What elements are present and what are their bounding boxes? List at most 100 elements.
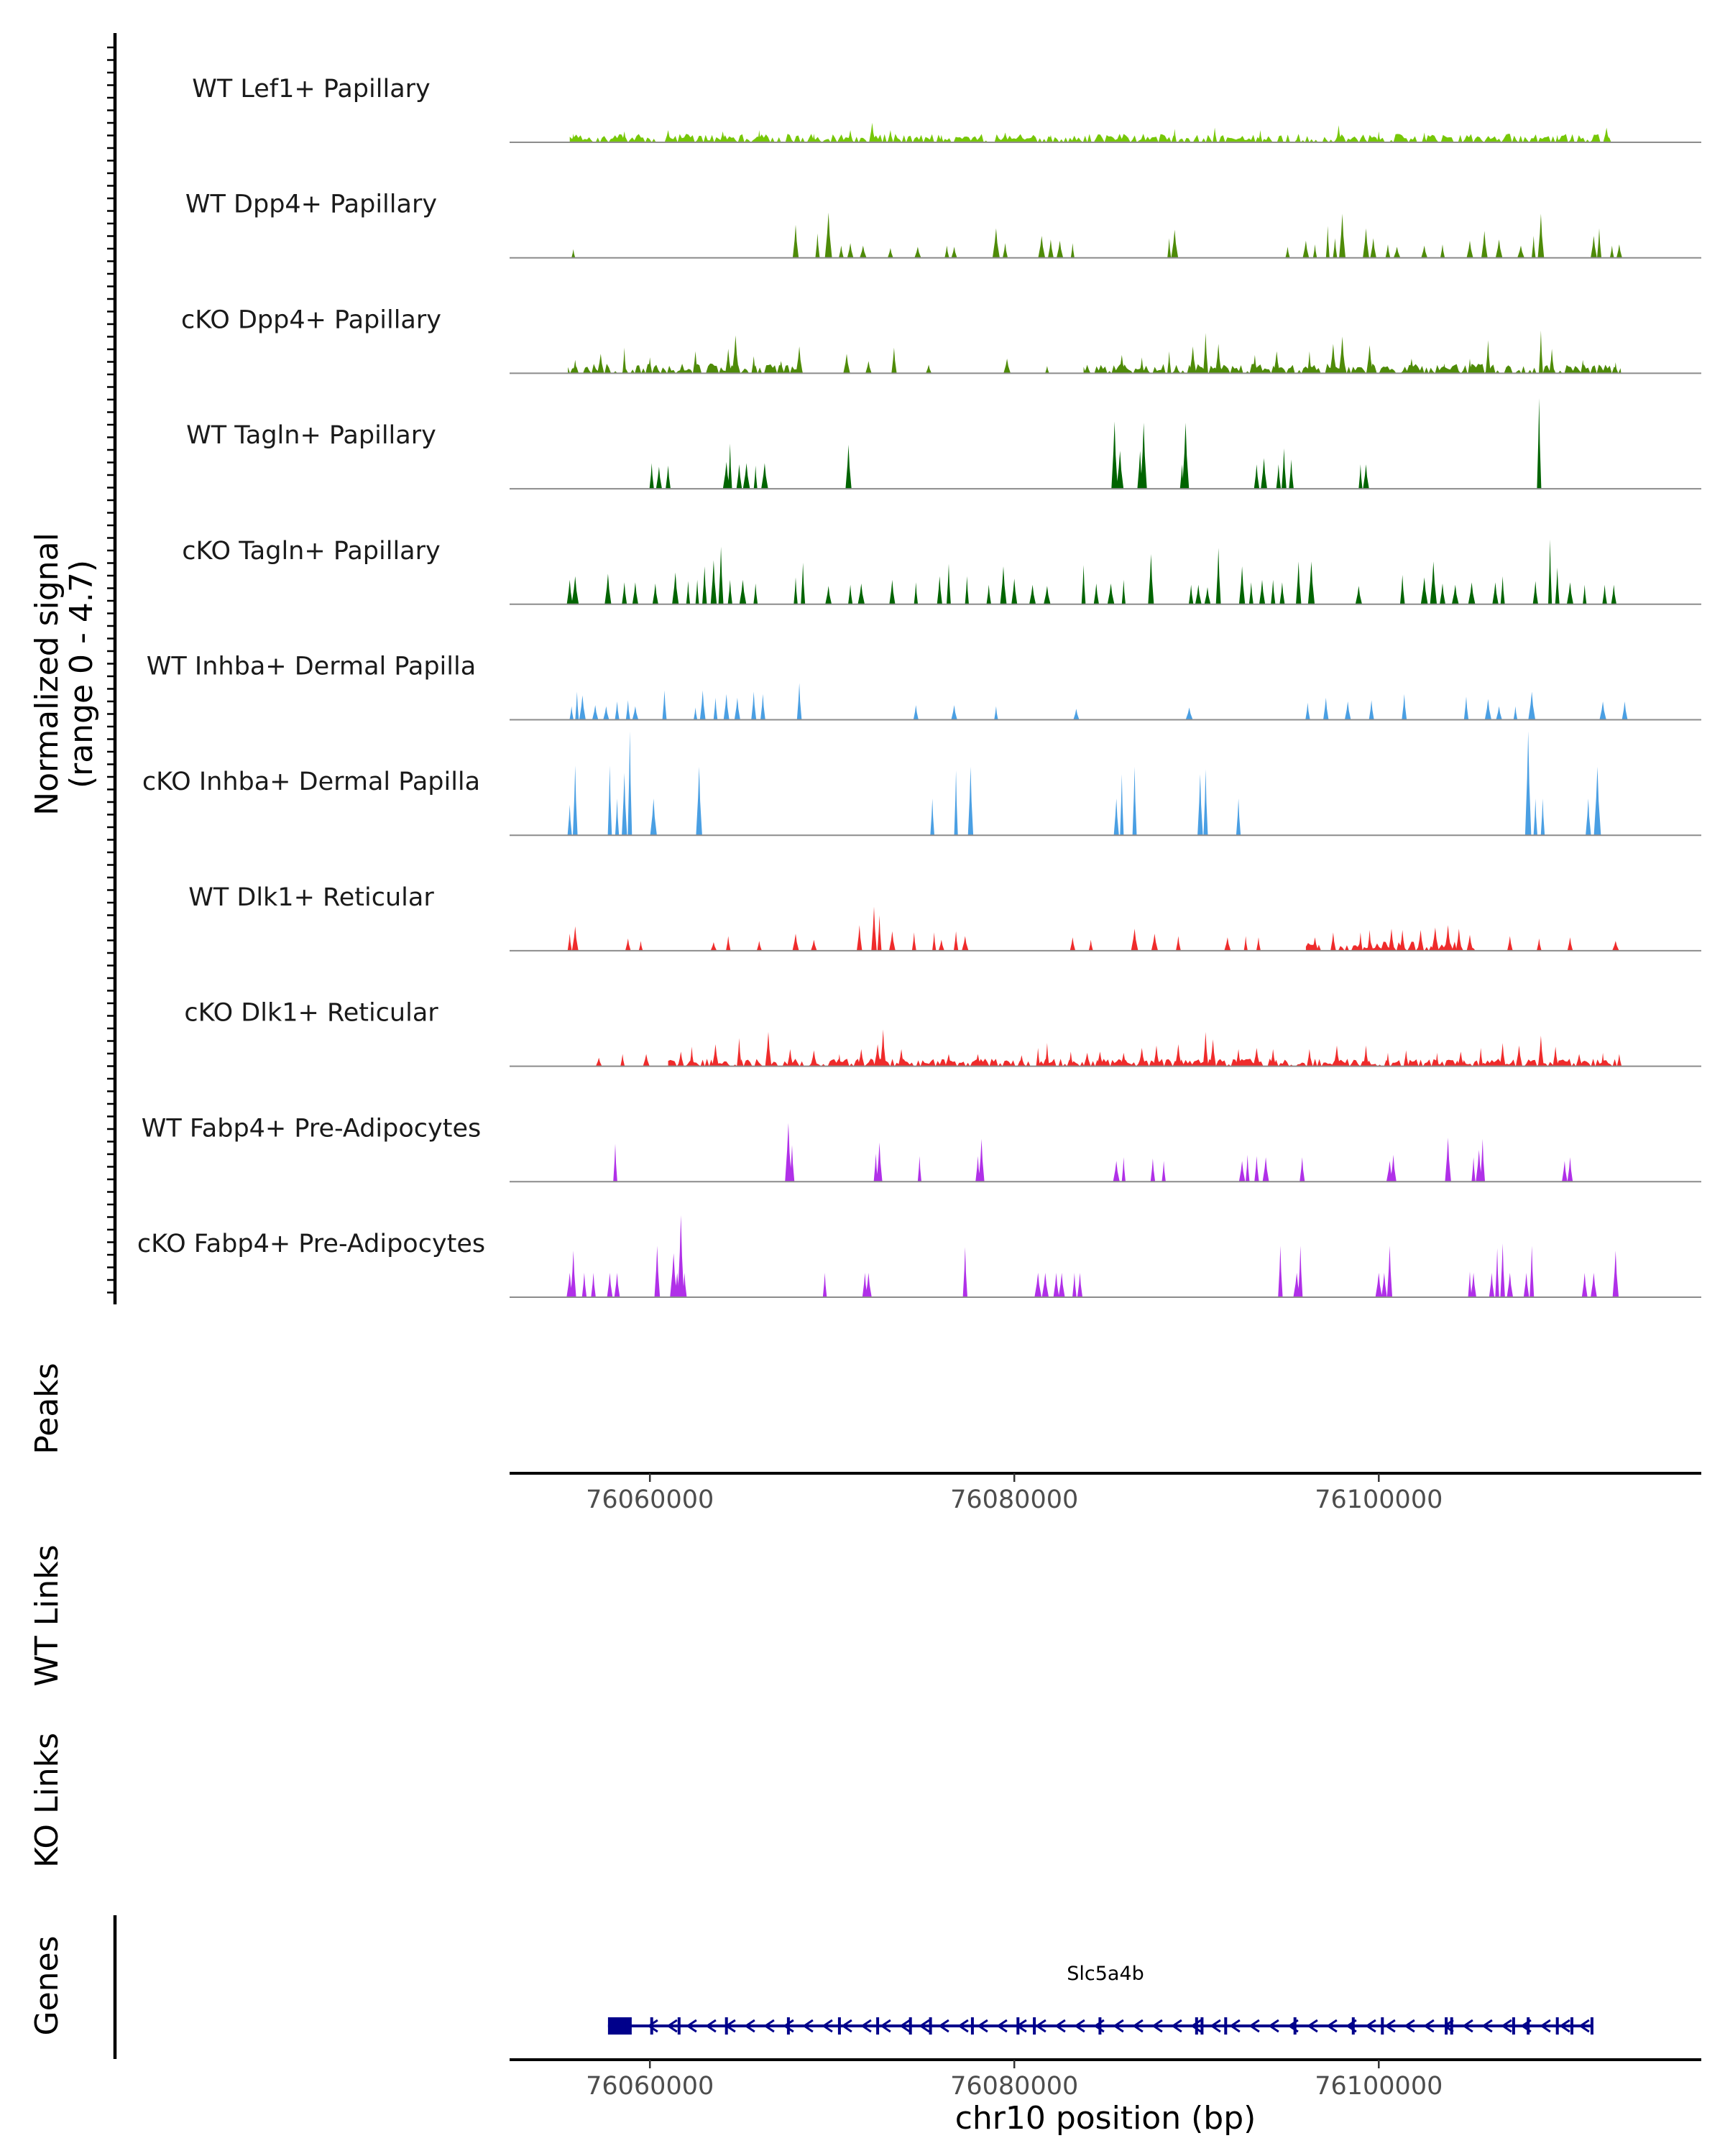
signal-peak — [1358, 464, 1363, 489]
signal-peak — [1011, 579, 1018, 604]
signal-peak — [1045, 1043, 1049, 1067]
signal-peak — [693, 351, 699, 374]
signal-peak — [726, 936, 731, 951]
signal-peak — [1058, 1273, 1065, 1297]
gene-exon — [1590, 2017, 1593, 2035]
signal-peak — [1167, 238, 1172, 258]
signal-peak — [860, 245, 867, 258]
signal-peak — [1611, 584, 1616, 604]
strand-arrow — [899, 2019, 911, 2033]
signal-peak — [1325, 226, 1330, 258]
signal-peak — [1333, 1045, 1340, 1067]
signal-peak — [862, 1273, 868, 1297]
strand-arrow — [1151, 2019, 1163, 2033]
signal-peak — [811, 134, 816, 142]
signal-peak — [1614, 362, 1618, 374]
signal-peak — [954, 770, 958, 836]
signal-peak — [607, 765, 612, 836]
signal-peak — [1440, 244, 1445, 258]
track-5: cKO Tagln+ Papillary — [182, 537, 1701, 605]
signal-peak — [1289, 459, 1294, 489]
gene-exon — [1293, 2017, 1297, 2035]
wt-links-panel-title: WT Links — [29, 1544, 65, 1686]
signal-peak — [822, 1273, 827, 1297]
gene-exon — [908, 2017, 912, 2035]
signal-peak — [1072, 1273, 1077, 1297]
signal-peak — [1476, 1150, 1483, 1182]
signal-peak — [1195, 584, 1202, 604]
signal-peak — [938, 939, 944, 951]
gene-exon — [622, 2017, 626, 2035]
strand-arrow — [1287, 2019, 1299, 2033]
signal-peak — [917, 1156, 921, 1182]
signal-peak — [1000, 566, 1007, 604]
signal-peak — [702, 566, 707, 604]
signal-peak — [1533, 798, 1537, 836]
signal-peak — [1376, 131, 1381, 142]
signal-peak — [1238, 1161, 1246, 1182]
signal-peak — [1174, 1044, 1182, 1067]
track-2: WT Dpp4+ Papillary — [185, 190, 1701, 259]
signal-peak — [1507, 936, 1513, 951]
gene-exon — [1200, 2017, 1204, 2035]
signal-peak — [1048, 134, 1053, 142]
signal-peak — [944, 245, 949, 258]
signal-peak — [1036, 1048, 1040, 1067]
y-axis-title-line1: Normalized signal — [29, 533, 65, 816]
signal-peak — [573, 765, 578, 836]
signal-peak — [865, 1273, 872, 1297]
signal-peak — [1213, 127, 1218, 142]
signal-peak — [620, 1054, 625, 1067]
signal-peak — [932, 932, 937, 951]
strand-arrow — [957, 2019, 969, 2033]
strand-arrow — [1384, 2019, 1396, 2033]
strand-arrow — [1190, 2019, 1202, 2033]
strand-arrow — [1520, 2019, 1532, 2033]
signal-peak — [1430, 561, 1438, 604]
signal-peak — [796, 346, 803, 374]
track-label: cKO Tagln+ Papillary — [182, 537, 441, 566]
gene-exon — [786, 2017, 790, 2035]
signal-peak — [686, 581, 691, 604]
peaks-x-tick-label: 76060000 — [586, 1485, 714, 1514]
signal-peak — [848, 584, 853, 604]
signal-peak — [597, 354, 604, 374]
track-label: WT Fabp4+ Pre-Adipocytes — [142, 1114, 481, 1143]
signal-peak — [615, 701, 620, 720]
signal-peak — [843, 354, 850, 374]
track-label: cKO Inhba+ Dermal Papilla — [142, 768, 480, 796]
signal-peak — [753, 583, 758, 604]
signal-peak — [1445, 1138, 1451, 1182]
signal-peak — [670, 1253, 678, 1297]
strand-arrow — [841, 2019, 852, 2033]
signal-peak — [1399, 574, 1405, 604]
signal-peak — [614, 1273, 620, 1297]
signal-peak — [792, 934, 799, 951]
signal-peak — [898, 1049, 905, 1067]
signal-peak — [662, 690, 667, 720]
signal-peak — [1190, 346, 1197, 374]
track-6: WT Inhba+ Dermal Papilla — [147, 653, 1701, 721]
track-10: WT Fabp4+ Pre-Adipocytes — [142, 1114, 1701, 1183]
signal-peak — [1385, 244, 1391, 258]
signal-peak — [1185, 707, 1193, 720]
signal-peak — [857, 583, 865, 604]
gene-utr-exon — [607, 2017, 632, 2035]
signal-peak — [1270, 1049, 1276, 1067]
signal-peak — [1597, 228, 1602, 258]
track-label: WT Lef1+ Papillary — [192, 75, 431, 103]
signal-peak — [1113, 1161, 1120, 1182]
strand-arrow — [1346, 2019, 1357, 2033]
signal-peak — [632, 706, 639, 720]
genes-x-tick-label: 76080000 — [950, 2072, 1078, 2101]
signal-peak — [914, 247, 921, 258]
signal-peak — [682, 1273, 687, 1297]
signal-peak — [1602, 584, 1607, 604]
signal-peak — [1478, 1048, 1484, 1067]
track-8: WT Dlk1+ Reticular — [188, 883, 1701, 952]
strand-arrow — [1404, 2019, 1415, 2033]
signal-peak — [694, 707, 698, 720]
signal-peak — [1548, 539, 1552, 604]
peaks-panel-title: Peaks — [29, 1363, 65, 1454]
signal-peak — [712, 1044, 719, 1067]
